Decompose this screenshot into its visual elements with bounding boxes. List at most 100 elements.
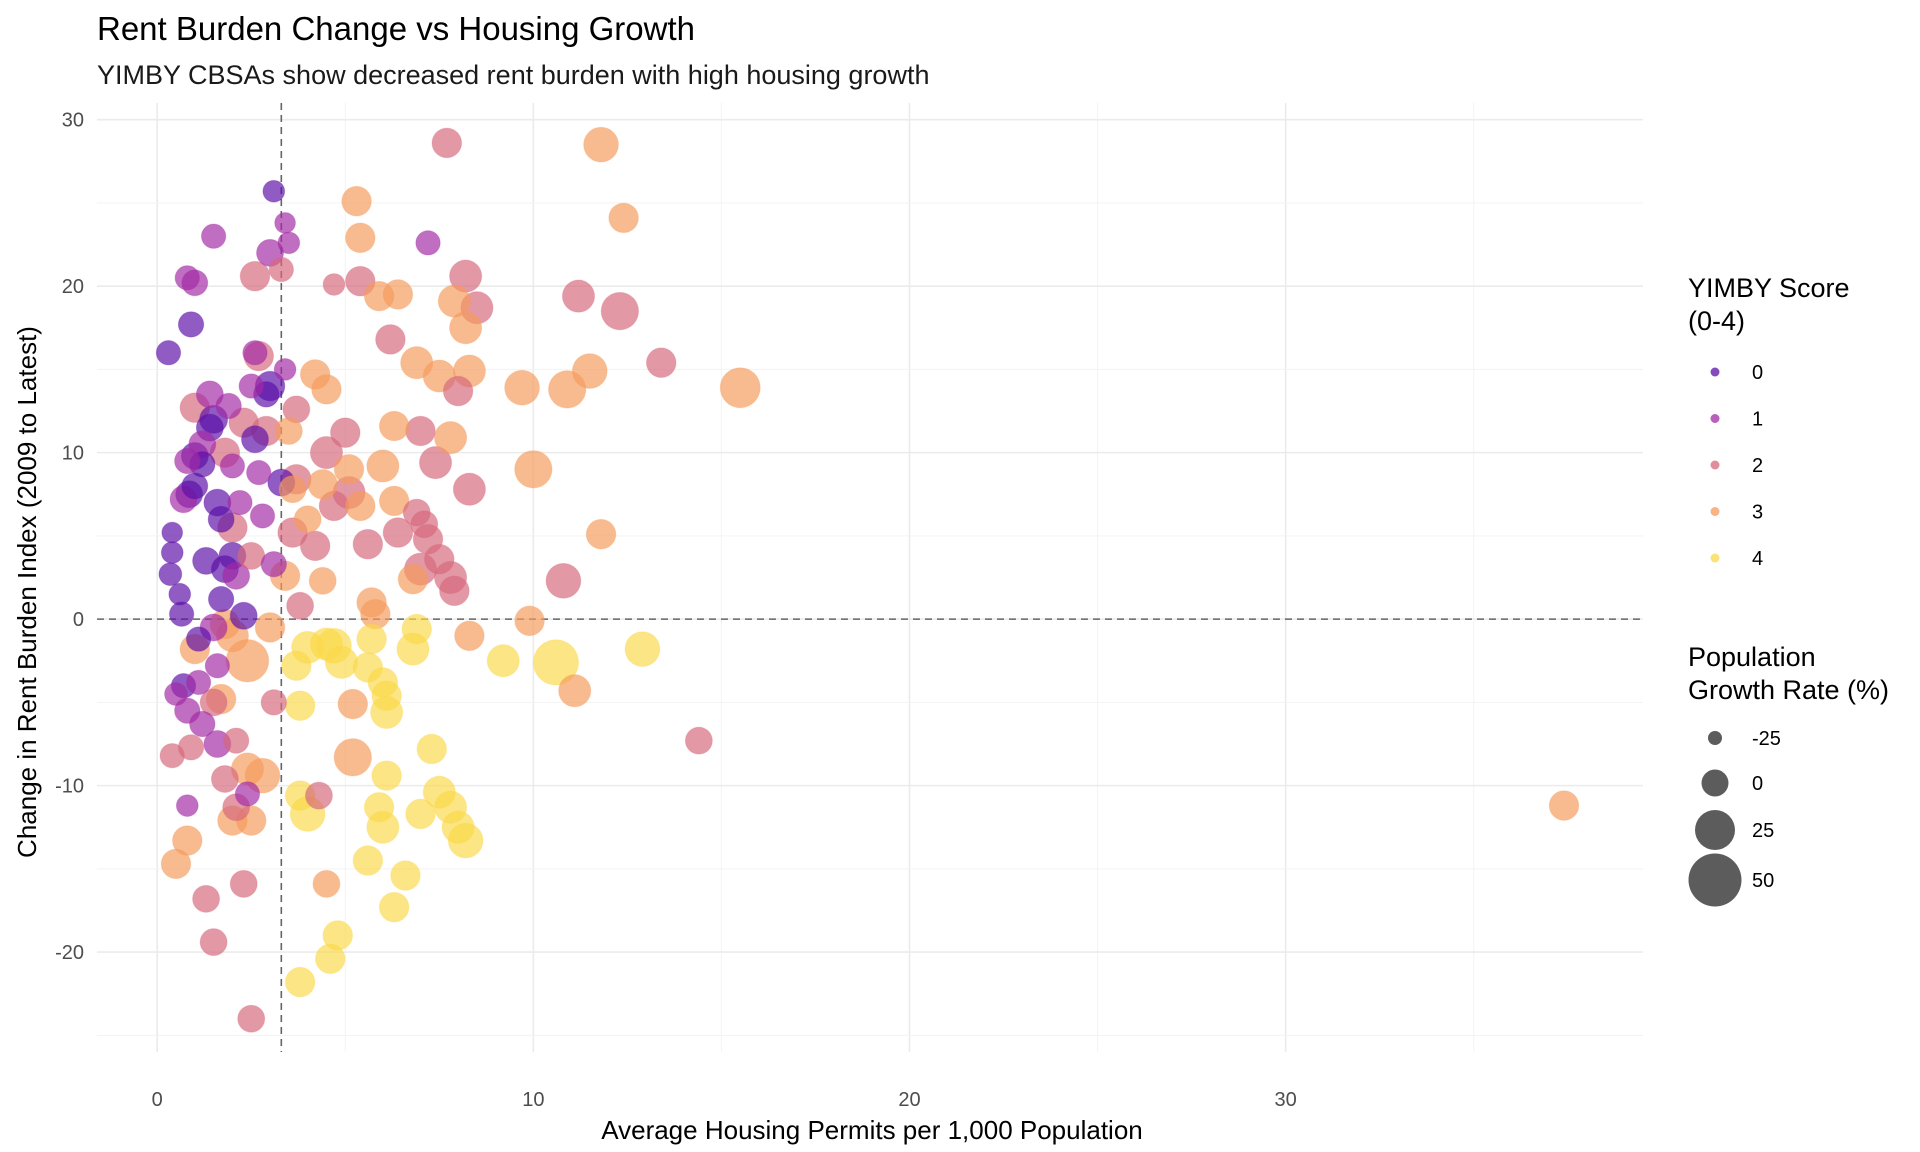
data-point [158,562,183,587]
data-point [341,185,372,217]
size-legend-label: 0 [1752,773,1763,795]
data-point [314,943,346,975]
data-point [585,518,617,550]
color-legend: YIMBY Score(0-4) 0 1 2 3 4 [1688,273,1850,570]
y-tick-label: 30 [62,110,84,132]
color-legend-swatch [1710,414,1720,423]
size-legend-title: Population [1688,642,1816,672]
x-tick-label: 10 [522,1089,544,1111]
data-point [200,223,227,249]
color-legend-title: (0-4) [1688,306,1745,336]
data-point [155,340,182,366]
color-legend-label: 3 [1752,502,1763,524]
data-point [514,605,545,637]
data-point [418,446,453,480]
data-point [307,468,338,500]
data-point [260,689,288,716]
data-point [397,563,429,595]
size-legend-swatch [1688,853,1742,907]
color-legend-label: 4 [1752,548,1763,570]
data-point [309,436,344,470]
data-point [293,505,322,534]
data-point [210,764,239,793]
data-point [286,591,315,620]
data-point [168,582,192,606]
data-point [219,453,246,479]
data-point [439,575,470,607]
data-point [195,380,224,409]
data-point [199,688,228,717]
data-point [333,453,365,485]
data-point [322,273,346,296]
data-point [1548,790,1580,821]
chart-title: Rent Burden Change vs Housing Growth [97,10,695,47]
data-point [405,415,436,447]
data-point [378,485,410,517]
size-legend-swatch [1708,731,1722,745]
data-point [262,179,286,203]
data-points [155,126,1580,1033]
y-tick-label: 20 [62,276,84,298]
data-point [308,566,337,595]
data-point [486,644,520,678]
data-point [366,449,400,483]
data-point [333,738,372,777]
data-point [624,631,661,667]
data-point [177,311,205,338]
data-point [371,760,402,791]
data-point [558,674,592,708]
data-point [329,417,361,448]
data-point [345,222,376,254]
data-point [161,521,184,544]
x-tick-label: 20 [898,1089,920,1111]
data-point [514,450,553,489]
data-point [311,374,342,405]
data-point [222,727,250,754]
data-point [189,710,216,738]
data-point [401,613,433,645]
data-point [337,688,369,720]
data-point [378,891,410,923]
data-point [164,682,188,706]
data-point [268,256,295,283]
data-point [416,733,448,765]
color-legend-swatch [1710,460,1720,470]
data-point [249,503,276,529]
data-point [174,447,201,475]
data-point [382,517,414,548]
data-point [452,472,486,506]
data-point [433,421,468,455]
data-point [684,726,713,755]
y-tick-label: 0 [73,609,84,631]
data-point [304,781,333,810]
data-point [274,211,296,234]
data-point [571,353,608,389]
data-point [352,845,384,876]
y-axis-title: Change in Rent Burden Index (2009 to Lat… [12,326,42,858]
y-tick-label: -10 [55,776,84,798]
x-axis-ticks: 0 10 20 30 [152,1089,1297,1111]
data-point [442,375,474,407]
color-legend-swatch [1710,507,1720,516]
y-tick-label: -20 [55,942,84,964]
data-point [371,680,402,712]
data-point [352,528,384,560]
size-legend-label: -25 [1752,728,1781,750]
color-legend-swatch [1710,553,1720,563]
data-point [390,860,421,891]
x-tick-label: 0 [152,1089,163,1111]
data-point [222,561,251,590]
data-point [199,928,228,957]
data-point [375,324,406,355]
data-point [238,373,264,399]
data-point [454,620,485,652]
data-point [168,601,195,627]
data-point [415,230,441,256]
data-point [174,265,200,291]
data-point [441,810,475,844]
data-point [299,530,331,562]
data-point [600,291,640,331]
data-point [363,280,395,312]
